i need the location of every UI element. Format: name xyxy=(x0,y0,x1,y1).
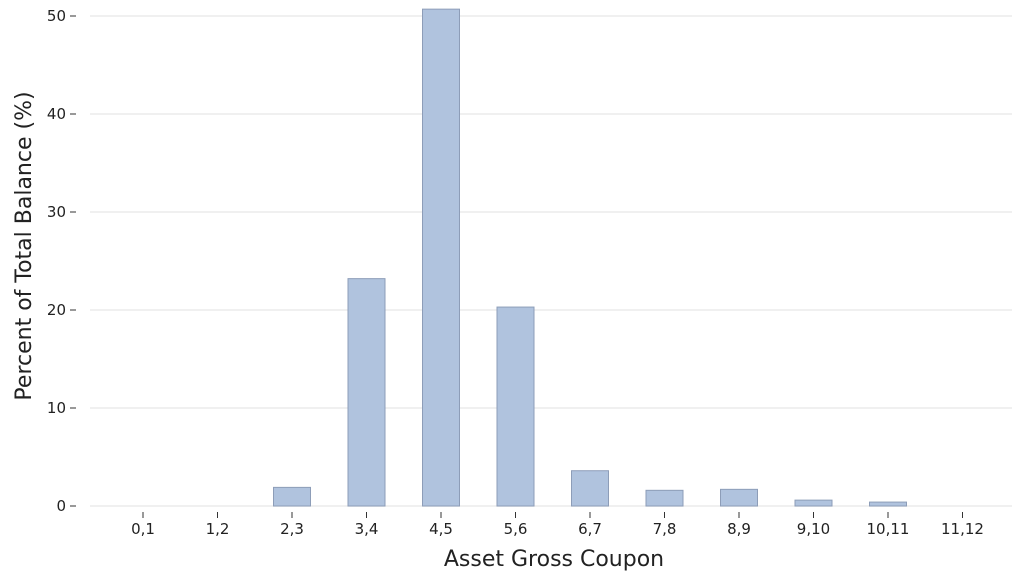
grid-lines xyxy=(90,15,1012,507)
y-tick-label: 10 xyxy=(47,399,66,417)
bar xyxy=(571,470,609,507)
bar xyxy=(794,499,833,507)
bar xyxy=(422,8,460,507)
y-axis-ticks: 0 10 20 30 40 50 xyxy=(47,7,76,515)
x-tick-label: 5,6 xyxy=(504,520,528,538)
bar xyxy=(347,278,386,507)
x-tick-label: 7,8 xyxy=(653,520,677,538)
bar xyxy=(273,486,311,507)
y-tick-label: 40 xyxy=(47,105,66,123)
x-tick-label: 9,10 xyxy=(797,520,830,538)
y-tick-label: 20 xyxy=(47,301,66,319)
x-tick-label: 0,1 xyxy=(131,520,155,538)
y-axis-label: Percent of Total Balance (%) xyxy=(12,91,37,400)
y-tick-label: 0 xyxy=(56,497,66,515)
x-tick-label: 2,3 xyxy=(280,520,304,538)
bar xyxy=(720,488,758,507)
bar xyxy=(496,306,535,507)
x-tick-label: 10,11 xyxy=(867,520,910,538)
x-axis-ticks: 0,1 1,2 2,3 3,4 4,5 5,6 6,7 7,8 8,9 9,10 10,11 11,1… xyxy=(131,512,984,538)
bar xyxy=(645,489,684,507)
x-axis-label: Asset Gross Coupon xyxy=(444,547,664,571)
x-tick-label: 8,9 xyxy=(727,520,751,538)
bar xyxy=(869,501,907,507)
x-tick-label: 4,5 xyxy=(429,520,453,538)
x-tick-label: 6,7 xyxy=(578,520,602,538)
x-tick-label: 11,12 xyxy=(941,520,984,538)
bars xyxy=(273,8,907,507)
x-tick-label: 1,2 xyxy=(206,520,230,538)
x-tick-label: 3,4 xyxy=(355,520,379,538)
y-tick-label: 50 xyxy=(47,7,66,25)
y-tick-label: 30 xyxy=(47,203,66,221)
